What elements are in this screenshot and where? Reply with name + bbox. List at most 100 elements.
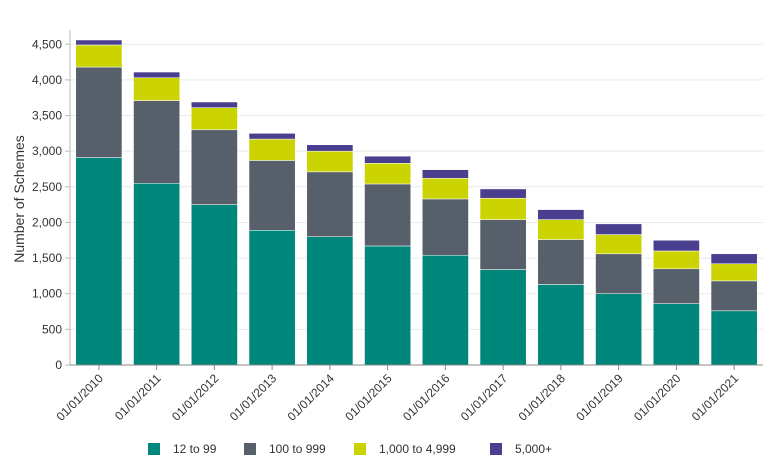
legend-item[interactable]: 1,000 to 4,999 (354, 442, 456, 456)
x-tick-label: 01/01/2011 (112, 371, 164, 423)
bar-segment-0 (191, 204, 238, 366)
bar-segment-1 (191, 129, 238, 205)
bar-segment-2 (479, 197, 527, 220)
y-tick-label: 2,000 (32, 215, 62, 229)
legend-swatch (490, 443, 502, 455)
bar-segment-3 (133, 71, 180, 79)
bar-segment-3 (248, 133, 296, 140)
y-tick-label: 3,000 (32, 144, 62, 158)
bar-segment-2 (133, 77, 180, 101)
y-tick-label: 2,500 (32, 180, 62, 194)
bar-stack (479, 188, 527, 366)
y-tick-label: 4,500 (32, 37, 62, 51)
legend-swatch (244, 443, 256, 455)
bar-segment-0 (710, 310, 758, 366)
bar-stack (422, 169, 469, 366)
bar-segment-1 (537, 239, 585, 285)
bar-segment-1 (75, 66, 123, 158)
bar-segment-2 (248, 138, 296, 161)
legend-swatch (354, 443, 366, 455)
bar-stack (133, 71, 180, 366)
legend-item[interactable]: 12 to 99 (148, 442, 217, 456)
legend-item[interactable]: 5,000+ (490, 442, 552, 456)
legend-label: 5,000+ (515, 442, 552, 456)
x-tick-label: 01/01/2019 (573, 371, 626, 424)
bar-segment-0 (133, 182, 180, 366)
grid-lines (70, 43, 763, 330)
bar-stacks (75, 39, 758, 366)
x-tick-label: 01/01/2010 (54, 371, 107, 424)
bar-segment-2 (191, 107, 238, 131)
y-tick-label: 0 (55, 358, 62, 372)
y-axis: 0 500 1,000 1,500 2,000 2,500 3,000 3,500 4,000 4… (32, 30, 71, 372)
bar-segment-1 (422, 198, 469, 256)
x-tick-label: 01/01/2013 (227, 371, 280, 424)
legend-swatch (148, 443, 160, 455)
bar-segment-1 (595, 253, 642, 294)
bar-segment-1 (364, 183, 411, 247)
bar-segment-3 (191, 101, 238, 108)
bar-stack (595, 223, 642, 366)
x-axis: 01/01/2010 01/01/2011 01/01/2012 01/01/2013… (54, 364, 763, 424)
y-tick-label: 3,500 (32, 109, 62, 123)
bar-stack (191, 101, 238, 366)
bar-segment-2 (595, 234, 642, 255)
x-tick-label: 01/01/2014 (285, 371, 338, 424)
bar-segment-0 (479, 269, 527, 366)
bar-segment-0 (653, 303, 700, 366)
legend-item[interactable]: 100 to 999 (244, 442, 326, 456)
bar-segment-2 (306, 150, 354, 173)
bar-segment-3 (595, 223, 642, 235)
bar-segment-3 (710, 253, 758, 265)
x-tick-label: 01/01/2020 (631, 371, 684, 424)
bar-segment-2 (75, 44, 123, 68)
bar-stack (248, 133, 296, 366)
bar-stack (710, 253, 758, 366)
x-tick-label: 01/01/2018 (516, 371, 569, 424)
bar-segment-1 (710, 280, 758, 312)
bar-segment-2 (710, 263, 758, 282)
bar-stack (653, 240, 700, 366)
bar-segment-0 (306, 236, 354, 366)
y-tick-label: 500 (42, 322, 62, 336)
legend-label: 1,000 to 4,999 (379, 442, 456, 456)
x-tick-label: 01/01/2015 (342, 371, 395, 424)
x-tick-label: 01/01/2017 (458, 371, 511, 424)
bar-segment-3 (306, 144, 354, 152)
bar-stack (75, 39, 123, 366)
legend-label: 12 to 99 (173, 442, 217, 456)
x-tick-label: 01/01/2016 (400, 371, 453, 424)
bar-segment-1 (248, 160, 296, 231)
bar-segment-0 (595, 293, 642, 366)
bar-stack (537, 209, 585, 366)
bar-segment-0 (75, 157, 123, 366)
bar-segment-0 (248, 230, 296, 366)
bar-segment-3 (537, 209, 585, 220)
y-axis-title: Number of Schemes (11, 135, 27, 263)
x-tick-label: 01/01/2021 (689, 371, 742, 424)
bar-segment-0 (364, 245, 411, 366)
bar-segment-3 (364, 155, 411, 164)
bar-stack (306, 144, 354, 366)
bar-segment-2 (537, 219, 585, 240)
bar-segment-0 (422, 254, 469, 366)
bar-segment-1 (306, 171, 354, 237)
bar-segment-3 (422, 169, 469, 179)
bar-stack (364, 155, 411, 366)
bar-segment-3 (479, 188, 527, 199)
bar-segment-2 (653, 250, 700, 270)
bar-segment-2 (422, 178, 469, 200)
bar-segment-3 (75, 39, 123, 46)
y-tick-label: 1,500 (32, 251, 62, 265)
bar-segment-1 (653, 268, 700, 304)
y-tick-label: 4,000 (32, 73, 62, 87)
legend-label: 100 to 999 (269, 442, 326, 456)
bar-segment-1 (133, 100, 180, 184)
bar-segment-1 (479, 219, 527, 270)
x-tick-label: 01/01/2012 (169, 371, 222, 424)
legend: 12 to 99 100 to 999 1,000 to 4,999 5,000+ (148, 442, 552, 456)
bar-segment-0 (537, 284, 585, 366)
bar-segment-3 (653, 240, 700, 252)
bar-segment-2 (364, 163, 411, 185)
